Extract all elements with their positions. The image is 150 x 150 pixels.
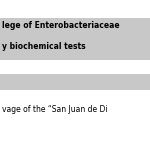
Text: y biochemical tests: y biochemical tests [2,42,85,51]
Text: vage of the “San Juan de Di: vage of the “San Juan de Di [2,105,107,114]
Bar [0,74,150,90]
Text: lege of Enterobacteriaceae: lege of Enterobacteriaceae [2,21,119,30]
Bar [0,18,150,60]
